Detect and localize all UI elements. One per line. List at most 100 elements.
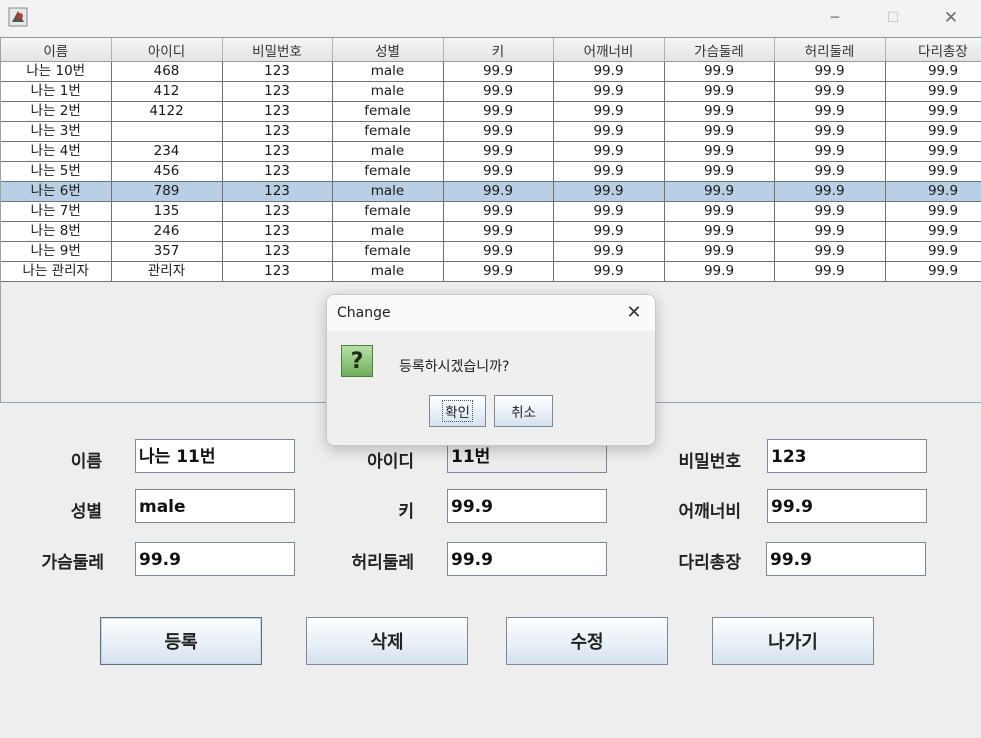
member-table[interactable]: 이름 아이디 비밀번호 성별 키 어깨너비 가슴둘레 허리둘레 다리총장 나는 10번 468 12… <box>1 38 981 282</box>
table-cell[interactable]: 123 <box>222 141 333 162</box>
table-cell[interactable]: 789 <box>111 181 223 202</box>
table-cell[interactable]: 456 <box>111 161 223 182</box>
password-field[interactable]: 123 <box>767 439 927 473</box>
table-cell[interactable]: 99.9 <box>553 121 665 142</box>
table-cell[interactable]: 99.9 <box>553 141 665 162</box>
table-cell[interactable]: 나는 6번 <box>1 181 112 202</box>
waist-field[interactable]: 99.9 <box>447 542 607 576</box>
chest-field[interactable]: 99.9 <box>135 542 295 576</box>
table-cell[interactable]: male <box>332 81 444 102</box>
table-cell[interactable]: 나는 9번 <box>1 241 112 262</box>
table-cell[interactable]: 99.9 <box>885 141 981 162</box>
register-button[interactable]: 등록 <box>100 617 262 665</box>
close-button[interactable]: ✕ <box>943 8 959 28</box>
table-row[interactable]: 나는 10번 468 123 male 99.9 99.9 99.9 99.9 99.9 <box>1 61 981 82</box>
table-cell[interactable]: male <box>332 61 444 82</box>
table-cell[interactable]: 99.9 <box>443 221 554 242</box>
table-cell[interactable] <box>111 121 223 142</box>
table-cell[interactable]: 99.9 <box>885 221 981 242</box>
table-cell[interactable]: 123 <box>222 241 333 262</box>
name-field[interactable]: 나는 11번 <box>135 439 295 473</box>
dialog-ok-button[interactable]: 확인 <box>429 395 486 427</box>
table-cell[interactable]: 나는 10번 <box>1 61 112 82</box>
minimize-button[interactable]: ─ <box>830 10 840 26</box>
table-cell[interactable]: 99.9 <box>774 121 886 142</box>
table-cell[interactable]: 99.9 <box>553 101 665 122</box>
table-cell[interactable]: 99.9 <box>664 121 775 142</box>
table-cell[interactable]: female <box>332 101 444 122</box>
table-body[interactable]: 나는 10번 468 123 male 99.9 99.9 99.9 99.9 99.9 나는 1… <box>1 61 981 282</box>
table-cell[interactable]: 99.9 <box>443 201 554 222</box>
table-cell[interactable]: 99.9 <box>885 201 981 222</box>
column-header[interactable]: 비밀번호 <box>222 38 333 62</box>
table-cell[interactable]: 99.9 <box>885 161 981 182</box>
table-cell[interactable]: 99.9 <box>664 101 775 122</box>
leg-length-field[interactable]: 99.9 <box>766 542 926 576</box>
table-cell[interactable]: female <box>332 201 444 222</box>
table-cell[interactable]: 99.9 <box>664 161 775 182</box>
table-cell[interactable]: 관리자 <box>111 261 223 282</box>
table-cell[interactable]: male <box>332 181 444 202</box>
table-cell[interactable]: 99.9 <box>443 121 554 142</box>
table-cell[interactable]: 99.9 <box>885 61 981 82</box>
table-cell[interactable]: 99.9 <box>885 261 981 282</box>
table-cell[interactable]: 123 <box>222 161 333 182</box>
table-cell[interactable]: 99.9 <box>664 61 775 82</box>
table-cell[interactable]: 99.9 <box>553 201 665 222</box>
table-cell[interactable]: 99.9 <box>664 181 775 202</box>
table-cell[interactable]: 123 <box>222 81 333 102</box>
table-cell[interactable]: 99.9 <box>774 241 886 262</box>
table-cell[interactable]: 99.9 <box>885 81 981 102</box>
table-cell[interactable]: 99.9 <box>774 181 886 202</box>
table-cell[interactable]: 99.9 <box>443 181 554 202</box>
column-header[interactable]: 다리총장 <box>885 38 981 62</box>
table-row[interactable]: 나는 6번 789 123 male 99.9 99.9 99.9 99.9 99.9 <box>1 181 981 202</box>
column-header[interactable]: 허리둘레 <box>774 38 886 62</box>
table-cell[interactable]: male <box>332 221 444 242</box>
table-cell[interactable]: 99.9 <box>553 221 665 242</box>
table-cell[interactable]: 99.9 <box>443 241 554 262</box>
table-cell[interactable]: 나는 4번 <box>1 141 112 162</box>
table-row[interactable]: 나는 3번 123 female 99.9 99.9 99.9 99.9 99.9 <box>1 121 981 142</box>
column-header[interactable]: 아이디 <box>111 38 223 62</box>
table-cell[interactable]: 99.9 <box>774 101 886 122</box>
table-cell[interactable]: 99.9 <box>885 121 981 142</box>
table-cell[interactable]: 나는 3번 <box>1 121 112 142</box>
table-cell[interactable]: 99.9 <box>774 261 886 282</box>
table-cell[interactable]: 99.9 <box>443 61 554 82</box>
table-cell[interactable]: 123 <box>222 101 333 122</box>
table-cell[interactable]: 99.9 <box>774 201 886 222</box>
table-cell[interactable]: 99.9 <box>664 201 775 222</box>
table-row[interactable]: 나는 1번 412 123 male 99.9 99.9 99.9 99.9 99.9 <box>1 81 981 102</box>
table-cell[interactable]: 99.9 <box>664 141 775 162</box>
column-header[interactable]: 가슴둘레 <box>664 38 775 62</box>
column-header[interactable]: 성별 <box>332 38 444 62</box>
table-cell[interactable]: 99.9 <box>885 101 981 122</box>
table-cell[interactable]: 123 <box>222 201 333 222</box>
table-row[interactable]: 나는 7번 135 123 female 99.9 99.9 99.9 99.9 99.9 <box>1 201 981 222</box>
table-cell[interactable]: 99.9 <box>553 161 665 182</box>
gender-field[interactable]: male <box>135 489 295 523</box>
table-cell[interactable]: 135 <box>111 201 223 222</box>
column-header[interactable]: 키 <box>443 38 554 62</box>
table-cell[interactable]: 나는 1번 <box>1 81 112 102</box>
table-cell[interactable]: 99.9 <box>443 141 554 162</box>
table-cell[interactable]: 246 <box>111 221 223 242</box>
table-cell[interactable]: 99.9 <box>664 81 775 102</box>
table-cell[interactable]: 99.9 <box>443 101 554 122</box>
table-cell[interactable]: 99.9 <box>774 81 886 102</box>
table-row[interactable]: 나는 관리자 관리자 123 male 99.9 99.9 99.9 99.9 99.9 <box>1 261 981 282</box>
table-cell[interactable]: 99.9 <box>774 141 886 162</box>
column-header[interactable]: 어깨너비 <box>553 38 665 62</box>
table-cell[interactable]: 99.9 <box>664 241 775 262</box>
modify-button[interactable]: 수정 <box>506 617 668 665</box>
table-cell[interactable]: 123 <box>222 181 333 202</box>
shoulder-field[interactable]: 99.9 <box>767 489 927 523</box>
table-cell[interactable]: 99.9 <box>553 241 665 262</box>
column-header[interactable]: 이름 <box>1 38 112 62</box>
table-cell[interactable]: 나는 관리자 <box>1 261 112 282</box>
table-row[interactable]: 나는 2번 4122 123 female 99.9 99.9 99.9 99.9 99.9 <box>1 101 981 122</box>
table-cell[interactable]: male <box>332 261 444 282</box>
table-cell[interactable]: 나는 8번 <box>1 221 112 242</box>
table-cell[interactable]: female <box>332 161 444 182</box>
